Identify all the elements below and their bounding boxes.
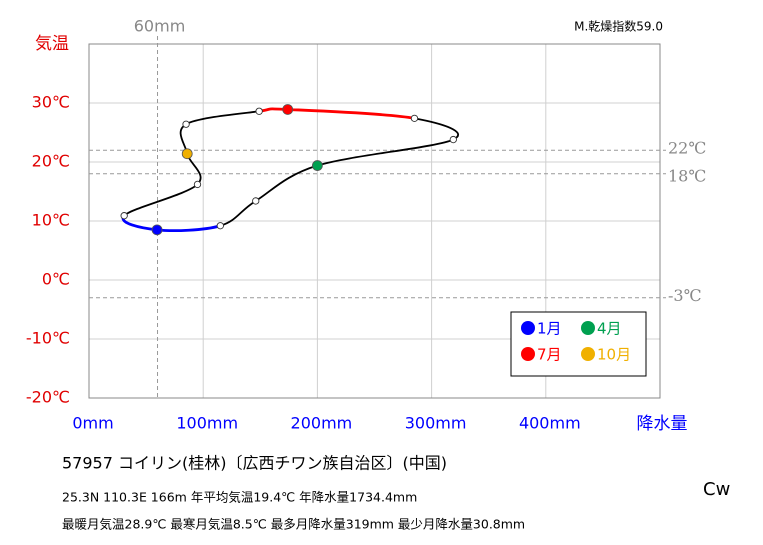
legend-label: 1月 — [537, 320, 562, 338]
legend-marker — [581, 321, 595, 335]
y-tick-label: -10℃ — [26, 329, 70, 348]
month-point — [182, 120, 190, 128]
highlight-point — [181, 148, 193, 160]
info: 25.3N 110.3E 166m 年平均気温19.4℃ 年降水量1734.4m… — [62, 490, 417, 505]
reference-label: -3℃ — [668, 286, 701, 305]
highlight-point — [151, 224, 163, 236]
reference-label: 18℃ — [668, 166, 706, 185]
x-tick-label: 300mm — [405, 414, 467, 433]
index-label: M.乾燥指数59.0 — [574, 19, 663, 34]
month-point — [216, 222, 224, 230]
highlight-line — [121, 214, 158, 232]
month-point — [193, 180, 202, 189]
station: 57957 コイリン(桂林)〔広西チワン族自治区〕(中国) — [62, 454, 447, 473]
legend-marker — [521, 347, 535, 361]
climate-type: Cw — [703, 479, 730, 500]
plot-frame — [88, 43, 661, 399]
highlight-line — [287, 108, 415, 120]
y-tick-label: 20℃ — [32, 152, 70, 171]
month-point — [410, 114, 419, 122]
highlight-line — [156, 224, 221, 232]
legend-box — [510, 311, 647, 377]
info: 最暖月気温28.9℃ 最寒月気温8.5℃ 最多月降水量319mm 最少月降水量3… — [62, 517, 525, 532]
highlight-point — [282, 104, 294, 115]
month-point — [255, 107, 263, 115]
y-axis-label: 気温 — [35, 34, 69, 54]
x-axis-label: 降水量 — [637, 414, 688, 434]
legend-label: 7月 — [537, 346, 562, 364]
legend-label: 10月 — [597, 346, 631, 364]
highlight-point — [311, 160, 323, 171]
month-point — [449, 135, 457, 144]
x-tick-label: 200mm — [291, 414, 353, 433]
y-tick-label: 10℃ — [32, 211, 70, 230]
reference-label: 22℃ — [668, 139, 706, 158]
legend-marker — [581, 347, 595, 361]
reference-label: 60mm — [134, 17, 186, 36]
x-tick-label: 400mm — [519, 414, 581, 433]
legend-label: 4月 — [597, 320, 622, 338]
x-tick-label: 100mm — [176, 414, 238, 433]
legend-marker — [521, 321, 535, 335]
y-tick-label: 0℃ — [42, 270, 70, 289]
month-point — [120, 212, 128, 220]
y-tick-label: 30℃ — [32, 93, 70, 112]
month-point — [252, 197, 260, 205]
x-tick-label: 0mm — [72, 414, 113, 433]
climate-line — [122, 107, 460, 232]
y-tick-label: -20℃ — [26, 388, 70, 407]
